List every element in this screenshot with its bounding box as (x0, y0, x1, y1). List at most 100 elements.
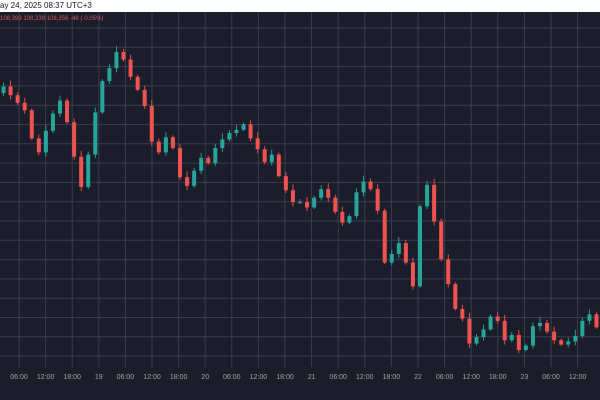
candle-up[interactable] (530, 326, 535, 346)
candle-down[interactable] (248, 124, 253, 139)
candle-down[interactable] (290, 190, 295, 203)
candle-up[interactable] (234, 129, 239, 133)
candle-down[interactable] (22, 102, 27, 111)
candle-up[interactable] (43, 130, 48, 153)
x-tick-label: 21 (308, 374, 316, 381)
candle-down[interactable] (29, 110, 34, 139)
candle-down[interactable] (559, 340, 564, 345)
candle-down[interactable] (135, 76, 140, 90)
x-tick-label: 06:00 (117, 374, 135, 381)
candle-down[interactable] (460, 308, 465, 319)
candle-up[interactable] (509, 334, 514, 341)
candle-down[interactable] (128, 59, 133, 77)
candle-up[interactable] (269, 154, 274, 163)
candle-down[interactable] (36, 138, 41, 153)
candle-up[interactable] (354, 192, 359, 217)
candle-up[interactable] (58, 100, 62, 114)
candle-down[interactable] (502, 320, 507, 341)
candle-up[interactable] (573, 335, 578, 342)
x-tick-label: 12:00 (250, 374, 268, 381)
candle-down[interactable] (495, 316, 500, 321)
candle-up[interactable] (580, 320, 585, 336)
candle-up[interactable] (523, 345, 528, 350)
candle-down[interactable] (333, 197, 338, 212)
candle-down[interactable] (382, 210, 387, 263)
candle-down[interactable] (255, 138, 260, 150)
candle-down[interactable] (142, 89, 147, 106)
candle-up[interactable] (220, 139, 225, 149)
x-tick-label: 18:00 (489, 374, 507, 381)
candle-down[interactable] (545, 323, 550, 332)
candle-up[interactable] (396, 243, 401, 254)
candle-down[interactable] (453, 284, 458, 309)
candle-down[interactable] (410, 262, 415, 287)
candle-down[interactable] (65, 100, 70, 123)
candle-down[interactable] (72, 122, 77, 157)
candle-up[interactable] (241, 124, 246, 130)
candle-up[interactable] (488, 316, 493, 330)
candle-down[interactable] (375, 189, 380, 211)
candle-up[interactable] (50, 113, 55, 131)
candle-down[interactable] (15, 95, 20, 103)
candle-down[interactable] (206, 157, 211, 164)
candle-down[interactable] (340, 211, 345, 223)
candle-down[interactable] (185, 177, 190, 186)
candle-up[interactable] (199, 157, 204, 171)
candle-up[interactable] (114, 52, 119, 69)
x-tick-label: 22 (414, 374, 422, 381)
candle-up[interactable] (319, 189, 324, 198)
x-tick-label: 12:00 (462, 374, 480, 381)
candle-up[interactable] (107, 68, 112, 82)
candle-down[interactable] (594, 314, 599, 328)
candle-down[interactable] (8, 86, 13, 96)
candle-up[interactable] (538, 323, 542, 327)
candle-up[interactable] (227, 132, 232, 140)
candle-down[interactable] (156, 141, 161, 153)
candle-up[interactable] (425, 184, 430, 207)
candle-down[interactable] (149, 105, 154, 142)
candle-up[interactable] (474, 337, 479, 344)
candle-up[interactable] (566, 341, 571, 345)
candle-up[interactable] (347, 216, 352, 223)
header-datetime: ay 24, 2025 08:37 UTC+3 (0, 1, 92, 10)
candle-up[interactable] (1, 86, 6, 94)
chart-grid (0, 12, 600, 367)
candle-up[interactable] (418, 206, 422, 287)
x-tick-label: 06:00 (436, 374, 454, 381)
candle-up[interactable] (481, 329, 486, 338)
candlestick-series[interactable] (1, 46, 599, 354)
x-tick-label: 06:00 (223, 374, 241, 381)
candle-down[interactable] (178, 148, 182, 178)
candle-down[interactable] (326, 189, 331, 198)
candle-down[interactable] (403, 243, 408, 263)
candle-up[interactable] (298, 202, 302, 204)
candle-down[interactable] (170, 137, 175, 149)
candle-up[interactable] (192, 170, 197, 186)
candle-down[interactable] (79, 156, 84, 187)
candle-down[interactable] (276, 154, 281, 177)
candle-down[interactable] (552, 331, 557, 341)
time-axis[interactable]: 06:00 12:00 18:00 19 06:00 12:00 18:00 20 06:00 1… (10, 374, 586, 381)
candle-down[interactable] (446, 259, 451, 285)
candle-up[interactable] (312, 197, 317, 208)
ohlc-readout: 108,399 108,339 108,356 -48 (-0.05%) (0, 16, 104, 22)
candle-up[interactable] (86, 154, 91, 187)
candle-up[interactable] (93, 112, 98, 155)
candle-up[interactable] (389, 253, 394, 263)
candle-down[interactable] (439, 221, 444, 260)
candle-up[interactable] (587, 314, 592, 321)
candle-down[interactable] (305, 202, 310, 208)
candle-down[interactable] (283, 176, 288, 191)
candle-down[interactable] (121, 52, 126, 60)
candle-up[interactable] (100, 81, 105, 113)
x-tick-label: 19 (95, 374, 103, 381)
candle-up[interactable] (163, 137, 168, 153)
x-tick-label: 20 (201, 374, 209, 381)
candle-down[interactable] (467, 318, 472, 344)
candle-down[interactable] (432, 184, 437, 222)
candle-down[interactable] (262, 149, 267, 163)
candle-down[interactable] (368, 181, 373, 190)
candle-up[interactable] (213, 148, 218, 164)
candle-up[interactable] (361, 181, 366, 193)
candle-down[interactable] (516, 334, 521, 350)
